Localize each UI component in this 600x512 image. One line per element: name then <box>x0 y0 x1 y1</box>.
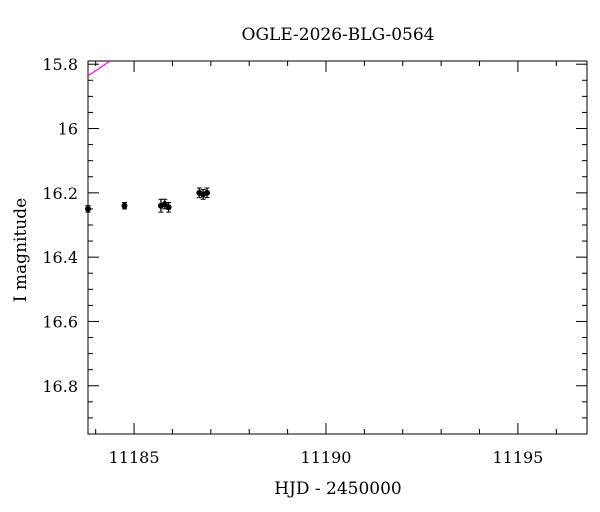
model-curve <box>87 60 110 77</box>
data-point <box>165 204 172 211</box>
minor-ticks <box>88 61 587 435</box>
y-tick-label: 16.8 <box>42 377 78 396</box>
x-tick-label: 11195 <box>492 448 543 467</box>
y-tick-label: 16 <box>58 120 78 139</box>
y-axis-label: I magnitude <box>11 198 31 302</box>
major-ticks <box>88 61 587 434</box>
y-tick-label: 15.8 <box>42 55 78 74</box>
model-curve-layer <box>87 60 110 77</box>
plot-frame <box>87 60 588 435</box>
data-points-layer <box>85 187 210 213</box>
x-axis-label: HJD - 2450000 <box>274 479 402 499</box>
data-point <box>121 202 128 209</box>
x-tick-labels: 11185 11190 11195 <box>109 448 544 467</box>
x-tick-label: 11190 <box>301 448 352 467</box>
plot-area <box>85 60 588 435</box>
chart-title: OGLE-2026-BLG-0564 <box>242 25 435 45</box>
y-tick-label: 16.6 <box>42 312 78 331</box>
data-point <box>203 189 210 196</box>
y-tick-labels: 15.8 16 16.2 16.4 16.6 16.8 <box>42 55 78 396</box>
y-tick-label: 16.4 <box>42 248 78 267</box>
y-tick-label: 16.2 <box>42 184 78 203</box>
x-tick-label: 11185 <box>109 448 160 467</box>
